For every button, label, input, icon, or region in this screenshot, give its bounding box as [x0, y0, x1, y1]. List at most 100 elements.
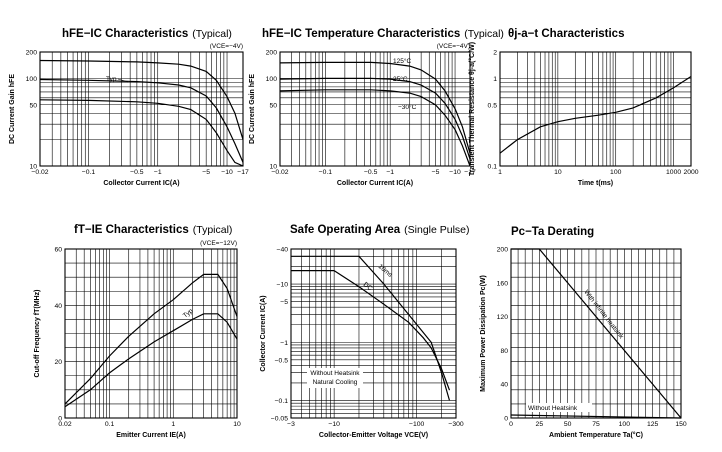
chart-hfe-ic: hFE−IC Characteristics (Typical) (VCE=−4V)…	[9, 28, 249, 187]
test-condition: (VCE=−4V)	[210, 43, 243, 50]
y-tick-label: 100	[266, 76, 278, 83]
x-tick-label: 1	[498, 169, 502, 176]
grid	[39, 51, 243, 167]
chart-title: Safe Operating Area (Single Pulse)	[290, 224, 470, 236]
annotation-box	[307, 368, 363, 388]
series-label-typ: Typ	[106, 76, 117, 83]
y-tick-label: 20	[54, 359, 62, 366]
chart-pc-ta: Pc−Ta Derating 0 25 50 75 100 125 150 200 160 120 8…	[480, 226, 687, 439]
x-axis-label: Time t(ms)	[578, 180, 613, 187]
chart-soa: Safe Operating Area (Single Pulse) −3 −10 −1…	[260, 224, 470, 439]
x-tick-label: 125	[647, 421, 659, 428]
annotation-natural-cooling: Natural Cooling	[313, 379, 358, 386]
chart-hfe-ic-temp: hFE−IC Temperature Characteristics (Typic…	[249, 28, 504, 187]
x-tick-label: 10	[233, 421, 241, 428]
plot-frame	[290, 248, 457, 419]
x-tick-label: −10	[328, 421, 340, 428]
x-tick-label: −10	[449, 169, 461, 176]
y-tick-label: 0	[504, 416, 508, 423]
y-axis-label: Maximum Power Dissipation Pc(W)	[480, 275, 487, 392]
y-tick-label: −0.5	[275, 357, 289, 364]
y-tick-label: −10	[276, 282, 288, 289]
y-tick-label: −1	[280, 340, 288, 347]
x-tick-label: 2000	[683, 169, 698, 176]
chart-title: fT−IE Characteristics (Typical)	[74, 224, 232, 236]
series-label-without-heatsink: Without Heatsink	[528, 405, 578, 412]
grid	[279, 51, 470, 167]
chart-subtitle: (Typical)	[193, 224, 233, 236]
series-label-m30c: −30°C	[398, 103, 417, 111]
plot-frame	[279, 51, 471, 167]
x-tick-label: −17	[464, 169, 476, 176]
y-tick-label: 0	[58, 416, 62, 423]
series-label-dc: DC	[362, 281, 374, 292]
x-tick-label: 75	[592, 421, 600, 428]
x-tick-label: 0.1	[105, 421, 115, 428]
x-tick-label: −17	[237, 169, 249, 176]
x-tick-label: −5	[432, 169, 440, 176]
y-tick-label: 200	[26, 50, 38, 57]
x-tick-label: 1	[171, 421, 175, 428]
test-condition: (VCE=−4V)	[437, 43, 470, 50]
x-tick-label: 100	[619, 421, 631, 428]
grid	[510, 248, 682, 419]
annotation-without-heatsink: Without Heatsink	[310, 370, 360, 377]
series-label-25c: 25°C	[393, 75, 408, 83]
x-tick-label: 0	[509, 421, 513, 428]
x-tick-label: −3	[287, 421, 295, 428]
plot-frame	[499, 51, 692, 167]
y-tick-label: 0.1	[488, 164, 498, 171]
series-line-2	[279, 89, 471, 167]
series-line-1	[39, 78, 244, 163]
x-tick-label: −10	[221, 169, 233, 176]
y-tick-label: 40	[54, 303, 62, 310]
series-line-0	[279, 61, 471, 154]
series-line-1	[291, 270, 451, 391]
x-tick-label: −1	[386, 169, 394, 176]
x-tick-label: 100	[610, 169, 622, 176]
y-tick-label: 10	[29, 164, 37, 171]
chart-subtitle: (Typical)	[192, 28, 232, 40]
grid	[290, 248, 457, 419]
x-tick-label: −0.1	[319, 169, 333, 176]
x-axis-label: Collector Current IC(A)	[103, 180, 179, 187]
x-tick-label: −300	[448, 421, 464, 428]
y-tick-label: 40	[500, 382, 508, 389]
y-tick-label: 160	[497, 280, 509, 287]
y-tick-label: 2	[493, 50, 497, 57]
chart-title: θj-a−t Characteristics	[508, 28, 624, 40]
y-tick-label: 50	[29, 102, 37, 109]
x-tick-label: −0.02	[31, 169, 48, 176]
y-axis-label: Transient Thermal Resistance θj-a(°C/W)	[468, 42, 476, 176]
y-tick-label: 60	[54, 247, 62, 254]
x-tick-label: −1	[154, 169, 162, 176]
x-tick-label: −100	[409, 421, 425, 428]
plot-frame	[64, 248, 238, 419]
chart-subtitle: (Typical)	[464, 28, 504, 40]
y-tick-label: 10	[269, 164, 277, 171]
y-tick-label: 200	[266, 50, 278, 57]
y-axis-label: Cut-off Frequency fT(MHz)	[34, 290, 41, 378]
chart-title: hFE−IC Characteristics (Typical)	[62, 28, 232, 40]
x-tick-label: −5	[202, 169, 210, 176]
chart-subtitle: (Single Pulse)	[404, 224, 469, 236]
series-line-0	[499, 75, 692, 154]
x-tick-label: 1000	[666, 169, 681, 176]
y-axis-label: DC Current Gain hFE	[9, 74, 16, 144]
y-tick-label: 120	[497, 314, 509, 321]
series-line-1	[279, 77, 471, 160]
chart-ft-ie: fT−IE Characteristics (Typical) (VCE=−12V)…	[34, 224, 241, 439]
x-tick-label: 25	[536, 421, 544, 428]
series-line-2	[39, 99, 244, 167]
plot-frame	[39, 51, 244, 167]
y-axis-label: DC Current Gain hFE	[249, 74, 256, 144]
y-tick-label: −5	[280, 299, 288, 306]
x-tick-label: 150	[675, 421, 687, 428]
chart-title: Pc−Ta Derating	[511, 226, 594, 238]
y-tick-label: −0.1	[275, 398, 289, 405]
series-label-typ: Typ	[182, 307, 195, 319]
label-leader	[117, 78, 129, 83]
y-tick-label: 80	[500, 348, 508, 355]
y-tick-label: 0.5	[488, 102, 498, 109]
